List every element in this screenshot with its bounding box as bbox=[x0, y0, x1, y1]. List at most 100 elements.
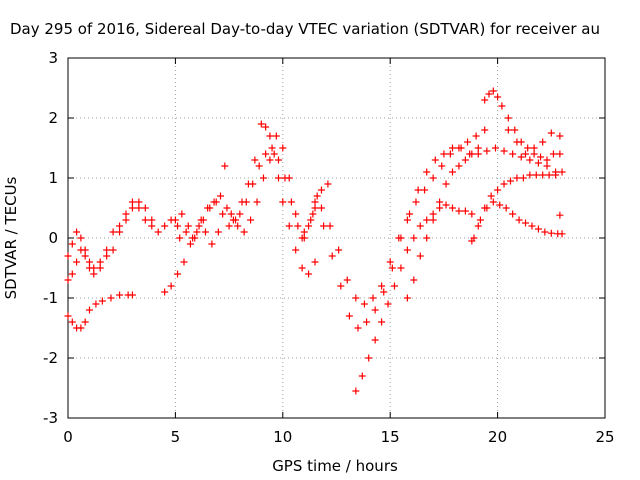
y-axis-label: SDTVAR / TECUs bbox=[2, 176, 20, 300]
data-point bbox=[369, 294, 377, 302]
data-point bbox=[174, 270, 182, 278]
data-point bbox=[354, 324, 362, 332]
x-tick-label: 10 bbox=[273, 428, 292, 446]
data-point bbox=[483, 204, 491, 212]
data-point bbox=[406, 210, 414, 218]
data-point bbox=[307, 216, 315, 224]
data-point bbox=[116, 228, 124, 236]
data-point bbox=[195, 222, 203, 230]
data-series bbox=[171, 144, 321, 242]
data-point bbox=[73, 258, 81, 266]
data-point bbox=[174, 222, 182, 230]
data-point bbox=[423, 216, 431, 224]
data-point bbox=[242, 198, 250, 206]
data-point bbox=[436, 198, 444, 206]
data-point bbox=[448, 204, 456, 212]
data-point bbox=[423, 168, 431, 176]
data-point bbox=[448, 168, 456, 176]
data-point bbox=[73, 228, 81, 236]
data-point bbox=[141, 204, 149, 212]
y-tick-label: -2 bbox=[43, 349, 58, 367]
data-point bbox=[513, 138, 521, 146]
data-point bbox=[517, 153, 525, 161]
data-point bbox=[326, 222, 334, 230]
data-point bbox=[90, 270, 98, 278]
data-point bbox=[397, 264, 405, 272]
data-point bbox=[217, 192, 225, 200]
data-point bbox=[489, 198, 497, 206]
data-point bbox=[193, 228, 201, 236]
data-point bbox=[81, 318, 89, 326]
data-point bbox=[328, 252, 336, 260]
data-point bbox=[305, 270, 313, 278]
data-point bbox=[116, 291, 124, 299]
data-point bbox=[64, 276, 72, 284]
data-point bbox=[380, 288, 388, 296]
data-point bbox=[266, 132, 274, 140]
data-point bbox=[92, 300, 100, 308]
data-point bbox=[513, 174, 521, 182]
data-point bbox=[494, 93, 502, 101]
x-tick-label: 15 bbox=[381, 428, 400, 446]
x-tick-label: 20 bbox=[488, 428, 507, 446]
data-point bbox=[526, 171, 534, 179]
data-point bbox=[410, 234, 418, 242]
data-point bbox=[472, 132, 480, 140]
data-point bbox=[534, 159, 542, 167]
data-point bbox=[161, 222, 169, 230]
data-point bbox=[403, 246, 411, 254]
data-point bbox=[489, 87, 497, 95]
data-point bbox=[378, 318, 386, 326]
data-point bbox=[171, 216, 179, 224]
data-point bbox=[363, 318, 371, 326]
data-point bbox=[253, 198, 261, 206]
data-series bbox=[352, 201, 476, 395]
data-point bbox=[311, 204, 319, 212]
data-point bbox=[294, 222, 302, 230]
data-point bbox=[547, 129, 555, 137]
data-point bbox=[77, 234, 85, 242]
data-point bbox=[298, 234, 306, 242]
data-point bbox=[234, 222, 242, 230]
data-point bbox=[532, 171, 540, 179]
data-point bbox=[85, 306, 93, 314]
data-series bbox=[300, 126, 489, 308]
data-point bbox=[167, 282, 175, 290]
data-point bbox=[558, 230, 566, 238]
data-point bbox=[287, 198, 295, 206]
data-point bbox=[474, 222, 482, 230]
data-point bbox=[240, 228, 248, 236]
data-point bbox=[474, 150, 482, 158]
data-series bbox=[64, 198, 156, 272]
data-point bbox=[300, 228, 308, 236]
data-point bbox=[438, 162, 446, 170]
data-point bbox=[285, 174, 293, 182]
data-point bbox=[511, 126, 519, 134]
data-point bbox=[135, 204, 143, 212]
data-point bbox=[558, 168, 566, 176]
data-point bbox=[189, 234, 197, 242]
data-point bbox=[360, 300, 368, 308]
data-point bbox=[266, 156, 274, 164]
data-series bbox=[403, 87, 564, 302]
data-point bbox=[320, 222, 328, 230]
data-point bbox=[487, 192, 495, 200]
data-series bbox=[161, 120, 319, 296]
data-point bbox=[148, 216, 156, 224]
data-point bbox=[176, 234, 184, 242]
data-point bbox=[528, 222, 536, 230]
data-point bbox=[128, 204, 136, 212]
data-point bbox=[229, 216, 237, 224]
data-series bbox=[64, 198, 182, 284]
data-point bbox=[446, 150, 454, 158]
data-point bbox=[221, 162, 229, 170]
data-point bbox=[219, 210, 227, 218]
data-point bbox=[275, 156, 283, 164]
data-point bbox=[186, 240, 194, 248]
data-point bbox=[128, 291, 136, 299]
data-point bbox=[236, 210, 244, 218]
data-point bbox=[85, 258, 93, 266]
data-point bbox=[247, 216, 255, 224]
data-point bbox=[388, 264, 396, 272]
data-point bbox=[496, 201, 504, 209]
